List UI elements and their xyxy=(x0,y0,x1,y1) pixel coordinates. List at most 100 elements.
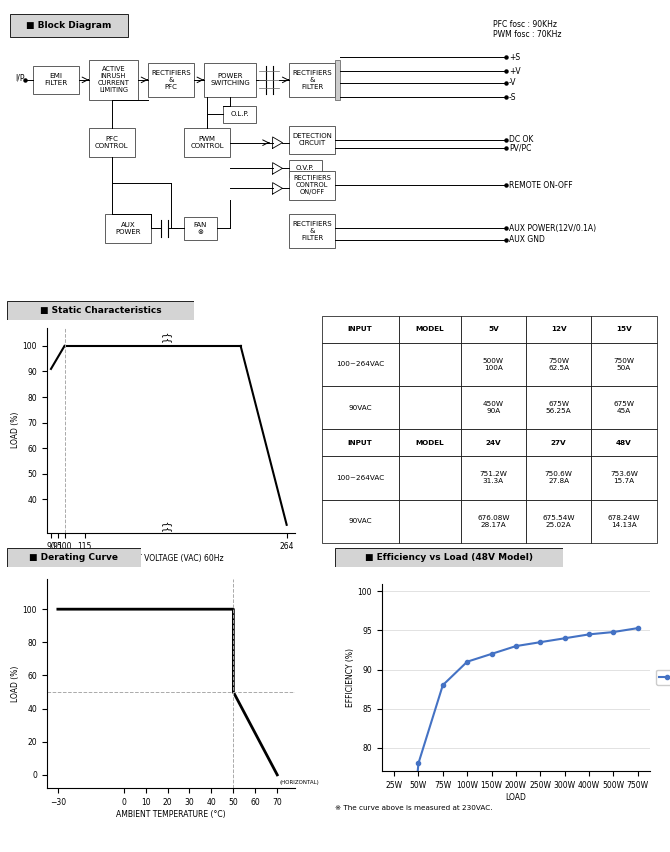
Text: 750W
50A: 750W 50A xyxy=(614,358,634,371)
Text: 90VAC: 90VAC xyxy=(348,518,372,524)
Bar xyxy=(289,125,335,154)
Y-axis label: EFFICIENCY (%): EFFICIENCY (%) xyxy=(346,648,355,707)
Bar xyxy=(105,214,151,243)
Bar xyxy=(399,316,461,343)
Text: RECTIFIERS
&
FILTER: RECTIFIERS & FILTER xyxy=(292,222,332,241)
Text: PFC
CONTROL: PFC CONTROL xyxy=(95,136,129,149)
Bar xyxy=(88,60,138,100)
Text: I/P: I/P xyxy=(15,74,25,83)
Bar xyxy=(592,499,657,543)
Text: 90VAC: 90VAC xyxy=(348,405,372,411)
Bar xyxy=(526,499,592,543)
Bar xyxy=(88,129,135,157)
Text: }}: }} xyxy=(161,519,171,532)
Y-axis label: LOAD (%): LOAD (%) xyxy=(11,412,20,448)
Bar xyxy=(399,457,461,499)
Text: ■ Efficiency vs Load (48V Model): ■ Efficiency vs Load (48V Model) xyxy=(365,553,533,561)
Text: 750.6W
27.8A: 750.6W 27.8A xyxy=(545,471,573,485)
Bar xyxy=(322,499,399,543)
Text: MODEL: MODEL xyxy=(415,440,444,446)
Bar xyxy=(592,343,657,386)
Bar xyxy=(592,386,657,429)
Text: 676.08W
28.17A: 676.08W 28.17A xyxy=(477,515,510,527)
Bar xyxy=(399,499,461,543)
Bar xyxy=(322,457,399,499)
Bar xyxy=(289,160,322,177)
Text: +S: +S xyxy=(509,53,520,61)
Text: AUX
POWER: AUX POWER xyxy=(115,222,141,235)
Text: REMOTE ON-OFF: REMOTE ON-OFF xyxy=(509,181,573,190)
Bar xyxy=(322,343,399,386)
Text: 678.24W
14.13A: 678.24W 14.13A xyxy=(608,515,641,527)
Bar xyxy=(322,386,399,429)
Text: 5V: 5V xyxy=(488,326,498,332)
Text: -V: -V xyxy=(509,78,517,87)
Text: (HORIZONTAL): (HORIZONTAL) xyxy=(279,780,319,785)
Text: 12V: 12V xyxy=(551,326,566,332)
Bar xyxy=(461,499,526,543)
Bar xyxy=(322,316,399,343)
Bar xyxy=(461,316,526,343)
Bar xyxy=(461,429,526,457)
Bar xyxy=(204,63,256,97)
Bar xyxy=(592,457,657,499)
Text: EMI
FILTER: EMI FILTER xyxy=(44,73,68,86)
Bar xyxy=(322,429,399,457)
Text: PFC fosc : 90KHz
PWM fosc : 70KHz: PFC fosc : 90KHz PWM fosc : 70KHz xyxy=(492,20,561,39)
Text: 15V: 15V xyxy=(616,326,632,332)
Text: O.V.P.: O.V.P. xyxy=(296,165,315,171)
Text: POWER
SWITCHING: POWER SWITCHING xyxy=(210,73,250,86)
Bar xyxy=(33,66,79,94)
Text: INPUT: INPUT xyxy=(348,440,373,446)
Text: DETECTION
CIRCUIT: DETECTION CIRCUIT xyxy=(292,133,332,147)
Text: 750W
62.5A: 750W 62.5A xyxy=(548,358,570,371)
FancyBboxPatch shape xyxy=(7,301,194,320)
Text: +V: +V xyxy=(509,66,521,76)
Bar xyxy=(461,386,526,429)
Bar xyxy=(592,316,657,343)
Bar xyxy=(289,214,335,248)
Bar xyxy=(526,343,592,386)
Text: 24V: 24V xyxy=(486,440,501,446)
Bar xyxy=(526,429,592,457)
Text: AUX POWER(12V/0.1A): AUX POWER(12V/0.1A) xyxy=(509,224,596,233)
Text: 100~264VAC: 100~264VAC xyxy=(336,475,385,481)
Text: INPUT: INPUT xyxy=(348,326,373,332)
Text: 675W
45A: 675W 45A xyxy=(614,401,634,414)
Text: FAN
⊗: FAN ⊗ xyxy=(194,222,207,235)
Text: MODEL: MODEL xyxy=(415,326,444,332)
Bar xyxy=(148,63,194,97)
Bar xyxy=(223,106,256,123)
Text: O.L.P.: O.L.P. xyxy=(230,111,249,117)
Text: AUX GND: AUX GND xyxy=(509,235,545,245)
Bar xyxy=(526,316,592,343)
Bar xyxy=(592,429,657,457)
Bar xyxy=(289,171,335,199)
Bar xyxy=(335,60,340,100)
Text: 27V: 27V xyxy=(551,440,566,446)
Bar xyxy=(399,386,461,429)
Text: }}: }} xyxy=(161,330,171,342)
Text: RECTIFIERS
CONTROL
ON/OFF: RECTIFIERS CONTROL ON/OFF xyxy=(293,176,331,195)
Text: ■ Block Diagram: ■ Block Diagram xyxy=(26,21,112,30)
Bar xyxy=(399,343,461,386)
Text: ■ Derating Curve: ■ Derating Curve xyxy=(29,553,118,561)
Text: 500W
100A: 500W 100A xyxy=(483,358,504,371)
Text: 675.54W
25.02A: 675.54W 25.02A xyxy=(542,515,575,527)
Text: ACTIVE
INRUSH
CURRENT
LIMITING: ACTIVE INRUSH CURRENT LIMITING xyxy=(97,66,129,94)
Text: ■ Static Characteristics: ■ Static Characteristics xyxy=(40,306,161,314)
Text: RECTIFIERS
&
FILTER: RECTIFIERS & FILTER xyxy=(292,70,332,89)
Bar xyxy=(10,14,128,37)
Text: 100~264VAC: 100~264VAC xyxy=(336,361,385,367)
Text: ※ The curve above is measured at 230VAC.: ※ The curve above is measured at 230VAC. xyxy=(335,805,492,811)
Bar xyxy=(399,429,461,457)
X-axis label: INPUT VOLTAGE (VAC) 60Hz: INPUT VOLTAGE (VAC) 60Hz xyxy=(119,554,223,563)
Text: DC OK: DC OK xyxy=(509,135,533,144)
Text: RECTIFIERS
&
PFC: RECTIFIERS & PFC xyxy=(151,70,191,89)
Text: -S: -S xyxy=(509,93,517,101)
Bar xyxy=(526,386,592,429)
Bar xyxy=(184,217,217,239)
Text: 753.6W
15.7A: 753.6W 15.7A xyxy=(610,471,638,485)
Bar xyxy=(184,129,230,157)
X-axis label: AMBIENT TEMPERATURE (°C): AMBIENT TEMPERATURE (°C) xyxy=(116,809,226,819)
